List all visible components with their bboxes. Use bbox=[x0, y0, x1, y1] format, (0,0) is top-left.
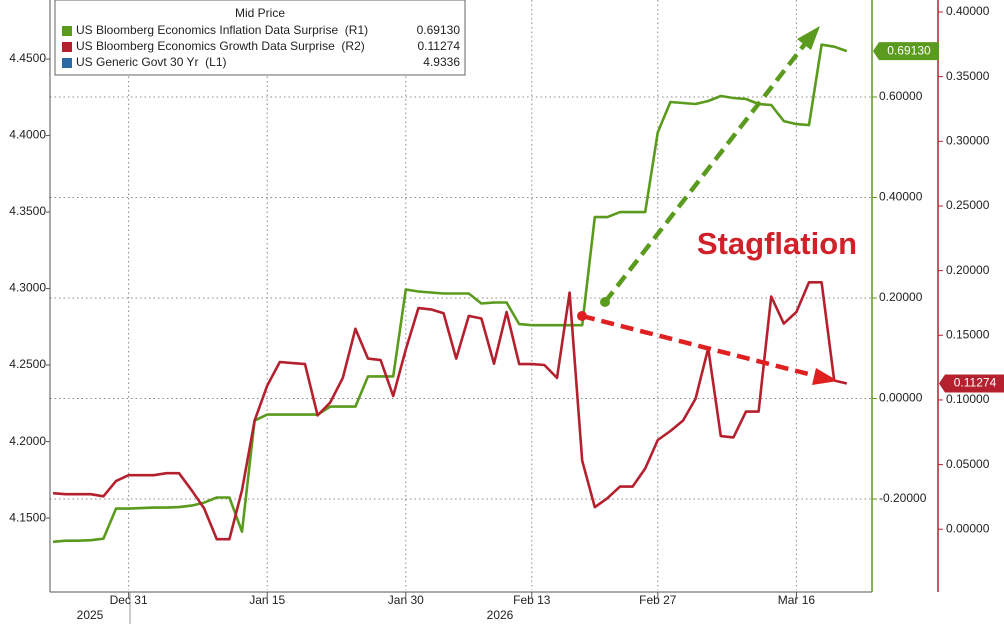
value-tag bbox=[939, 374, 1004, 393]
x-tick-label: Feb 27 bbox=[639, 593, 677, 607]
legend-label: US Bloomberg Economics Growth Data Surpr… bbox=[76, 39, 365, 53]
series-line bbox=[52, 43, 848, 544]
y3-tick-label: 0.00000 bbox=[946, 521, 990, 535]
y2-tick-label: -0.20000 bbox=[879, 491, 927, 505]
legend-value: 4.9336 bbox=[423, 55, 460, 69]
legend-value: 0.69130 bbox=[417, 23, 461, 37]
arrow-dot bbox=[600, 297, 610, 307]
x-tick-label: Mar 16 bbox=[778, 593, 816, 607]
up-arrow bbox=[603, 38, 810, 304]
y-tick-label: 4.3500 bbox=[9, 204, 46, 218]
series-line bbox=[52, 281, 848, 541]
y-tick-label: 4.1500 bbox=[9, 510, 46, 524]
legend-swatch bbox=[62, 58, 72, 68]
y3-tick-label: 0.30000 bbox=[946, 133, 990, 147]
year-label: 2026 bbox=[487, 608, 514, 622]
value-tag-label: 0.69130 bbox=[887, 43, 931, 57]
y3-tick-label: 0.05000 bbox=[946, 457, 990, 471]
y3-tick-label: 0.15000 bbox=[946, 327, 990, 341]
legend-box bbox=[54, 0, 466, 76]
arrows bbox=[577, 26, 838, 385]
x-tick-label: Jan 30 bbox=[388, 593, 424, 607]
y-tick-label: 4.3000 bbox=[9, 281, 46, 295]
legend: Mid Price bbox=[54, 0, 466, 76]
y2-tick-label: 0.00000 bbox=[879, 391, 923, 405]
legend-swatch bbox=[62, 26, 72, 36]
lines bbox=[52, 43, 848, 544]
annotation: Stagflation bbox=[697, 226, 857, 261]
y2-tick-label: 0.20000 bbox=[879, 290, 923, 304]
y-tick-label: 4.4500 bbox=[9, 51, 46, 65]
legend-title: Mid Price bbox=[235, 6, 285, 20]
arrow-dot bbox=[577, 311, 587, 321]
arrow-head bbox=[797, 26, 820, 50]
arrow-head bbox=[812, 368, 838, 385]
legend-value: 0.11274 bbox=[418, 39, 461, 53]
y2-tick-label: 0.40000 bbox=[879, 190, 923, 204]
y3-tick-label: 0.25000 bbox=[946, 198, 990, 212]
y-tick-label: 4.2000 bbox=[9, 434, 46, 448]
y-tick-label: 4.2500 bbox=[9, 357, 46, 371]
value-tag bbox=[873, 42, 939, 61]
x-tick-label: Feb 13 bbox=[513, 593, 551, 607]
y3-tick-label: 0.20000 bbox=[946, 263, 990, 277]
y3-tick-label: 0.35000 bbox=[946, 69, 990, 83]
legend-label: US Bloomberg Economics Inflation Data Su… bbox=[76, 23, 368, 37]
x-tick-label: Jan 15 bbox=[249, 593, 285, 607]
legend-label: US Generic Govt 30 Yr (L1) bbox=[76, 55, 227, 69]
value-tag-label: 0.11274 bbox=[954, 376, 997, 390]
down-arrow bbox=[581, 313, 821, 380]
x-tick-label: Dec 31 bbox=[110, 593, 148, 607]
y3-tick-label: 0.10000 bbox=[946, 392, 990, 406]
y2-tick-label: 0.60000 bbox=[879, 89, 923, 103]
ticks: 4.1500 4.2000 4.2500 4.3000 4.3500 4.4000 4.45… bbox=[9, 4, 989, 607]
year-label: 2025 bbox=[77, 608, 104, 622]
y3-tick-label: 0.40000 bbox=[946, 4, 990, 18]
y-tick-label: 4.4000 bbox=[9, 128, 46, 142]
legend-swatch bbox=[62, 42, 72, 52]
